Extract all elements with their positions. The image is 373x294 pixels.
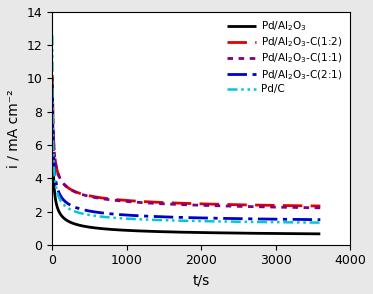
Pd/Al$_2$O$_3$-C(1:2) — [153, 201, 157, 204]
Legend: Pd/Al$_2$O$_3$, Pd/Al$_2$O$_3$-C(1:2), Pd/Al$_2$O$_3$-C(1:1), Pd/Al$_2$O$_3$-C(2: Pd/Al$_2$O$_3$, Pd/Al$_2$O$_3$-C(1:2), P… — [225, 17, 345, 96]
Pd/C — [97, 215, 101, 218]
Pd/Al$_2$O$_3$-C(2:1) — [313, 218, 317, 221]
Pd/Al$_2$O$_3$-C(1:2) — [313, 204, 317, 208]
Pd/Al$_2$O$_3$-C(2:1) — [318, 218, 323, 221]
Pd/Al$_2$O$_3$-C(1:1) — [153, 202, 157, 205]
Pd/Al$_2$O$_3$-C(1:2) — [284, 204, 288, 207]
Pd/C — [50, 34, 54, 37]
Pd/Al$_2$O$_3$-C(2:1) — [164, 215, 169, 219]
Pd/Al$_2$O$_3$-C(1:1) — [313, 206, 317, 210]
Line: Pd/Al$_2$O$_3$: Pd/Al$_2$O$_3$ — [53, 158, 320, 234]
Pd/Al$_2$O$_3$-C(1:2) — [50, 74, 55, 77]
Pd/Al$_2$O$_3$-C(1:1) — [284, 206, 288, 209]
Pd/Al$_2$O$_3$-C(1:2) — [81, 193, 85, 196]
Pd/Al$_2$O$_3$-C(1:1) — [50, 83, 55, 87]
Pd/Al$_2$O$_3$ — [153, 230, 158, 233]
Pd/Al$_2$O$_3$-C(1:2) — [97, 196, 101, 199]
Pd/Al$_2$O$_3$-C(2:1) — [50, 85, 55, 88]
Pd/Al$_2$O$_3$-C(2:1) — [284, 218, 288, 221]
Pd/Al$_2$O$_3$-C(1:1) — [318, 206, 323, 210]
Pd/Al$_2$O$_3$-C(1:1) — [164, 202, 169, 206]
Pd/C — [164, 218, 169, 222]
Pd/Al$_2$O$_3$-C(1:2) — [318, 204, 323, 208]
Pd/Al$_2$O$_3$-C(1:2) — [164, 201, 169, 204]
Pd/Al$_2$O$_3$ — [313, 232, 317, 235]
Pd/Al$_2$O$_3$-C(2:1) — [153, 215, 157, 218]
Line: Pd/C: Pd/C — [52, 35, 320, 223]
Pd/C — [318, 221, 323, 224]
Pd/Al$_2$O$_3$ — [97, 227, 101, 230]
Pd/Al$_2$O$_3$-C(2:1) — [81, 208, 85, 211]
Pd/Al$_2$O$_3$ — [81, 224, 86, 228]
Pd/Al$_2$O$_3$-C(2:1) — [97, 211, 101, 214]
Pd/Al$_2$O$_3$ — [318, 232, 323, 235]
Pd/C — [284, 220, 288, 224]
Y-axis label: i / mA cm⁻²: i / mA cm⁻² — [7, 89, 21, 168]
Pd/C — [153, 218, 157, 222]
Pd/C — [313, 221, 317, 224]
Line: Pd/Al$_2$O$_3$-C(2:1): Pd/Al$_2$O$_3$-C(2:1) — [53, 87, 320, 220]
Line: Pd/Al$_2$O$_3$-C(1:1): Pd/Al$_2$O$_3$-C(1:1) — [53, 85, 320, 208]
X-axis label: t/s: t/s — [192, 273, 210, 287]
Pd/C — [81, 212, 85, 216]
Pd/Al$_2$O$_3$ — [165, 230, 169, 234]
Pd/Al$_2$O$_3$ — [284, 232, 288, 235]
Pd/Al$_2$O$_3$-C(1:1) — [97, 196, 101, 200]
Line: Pd/Al$_2$O$_3$-C(1:2): Pd/Al$_2$O$_3$-C(1:2) — [53, 75, 320, 206]
Pd/Al$_2$O$_3$-C(1:1) — [81, 193, 85, 196]
Pd/Al$_2$O$_3$ — [51, 156, 55, 160]
